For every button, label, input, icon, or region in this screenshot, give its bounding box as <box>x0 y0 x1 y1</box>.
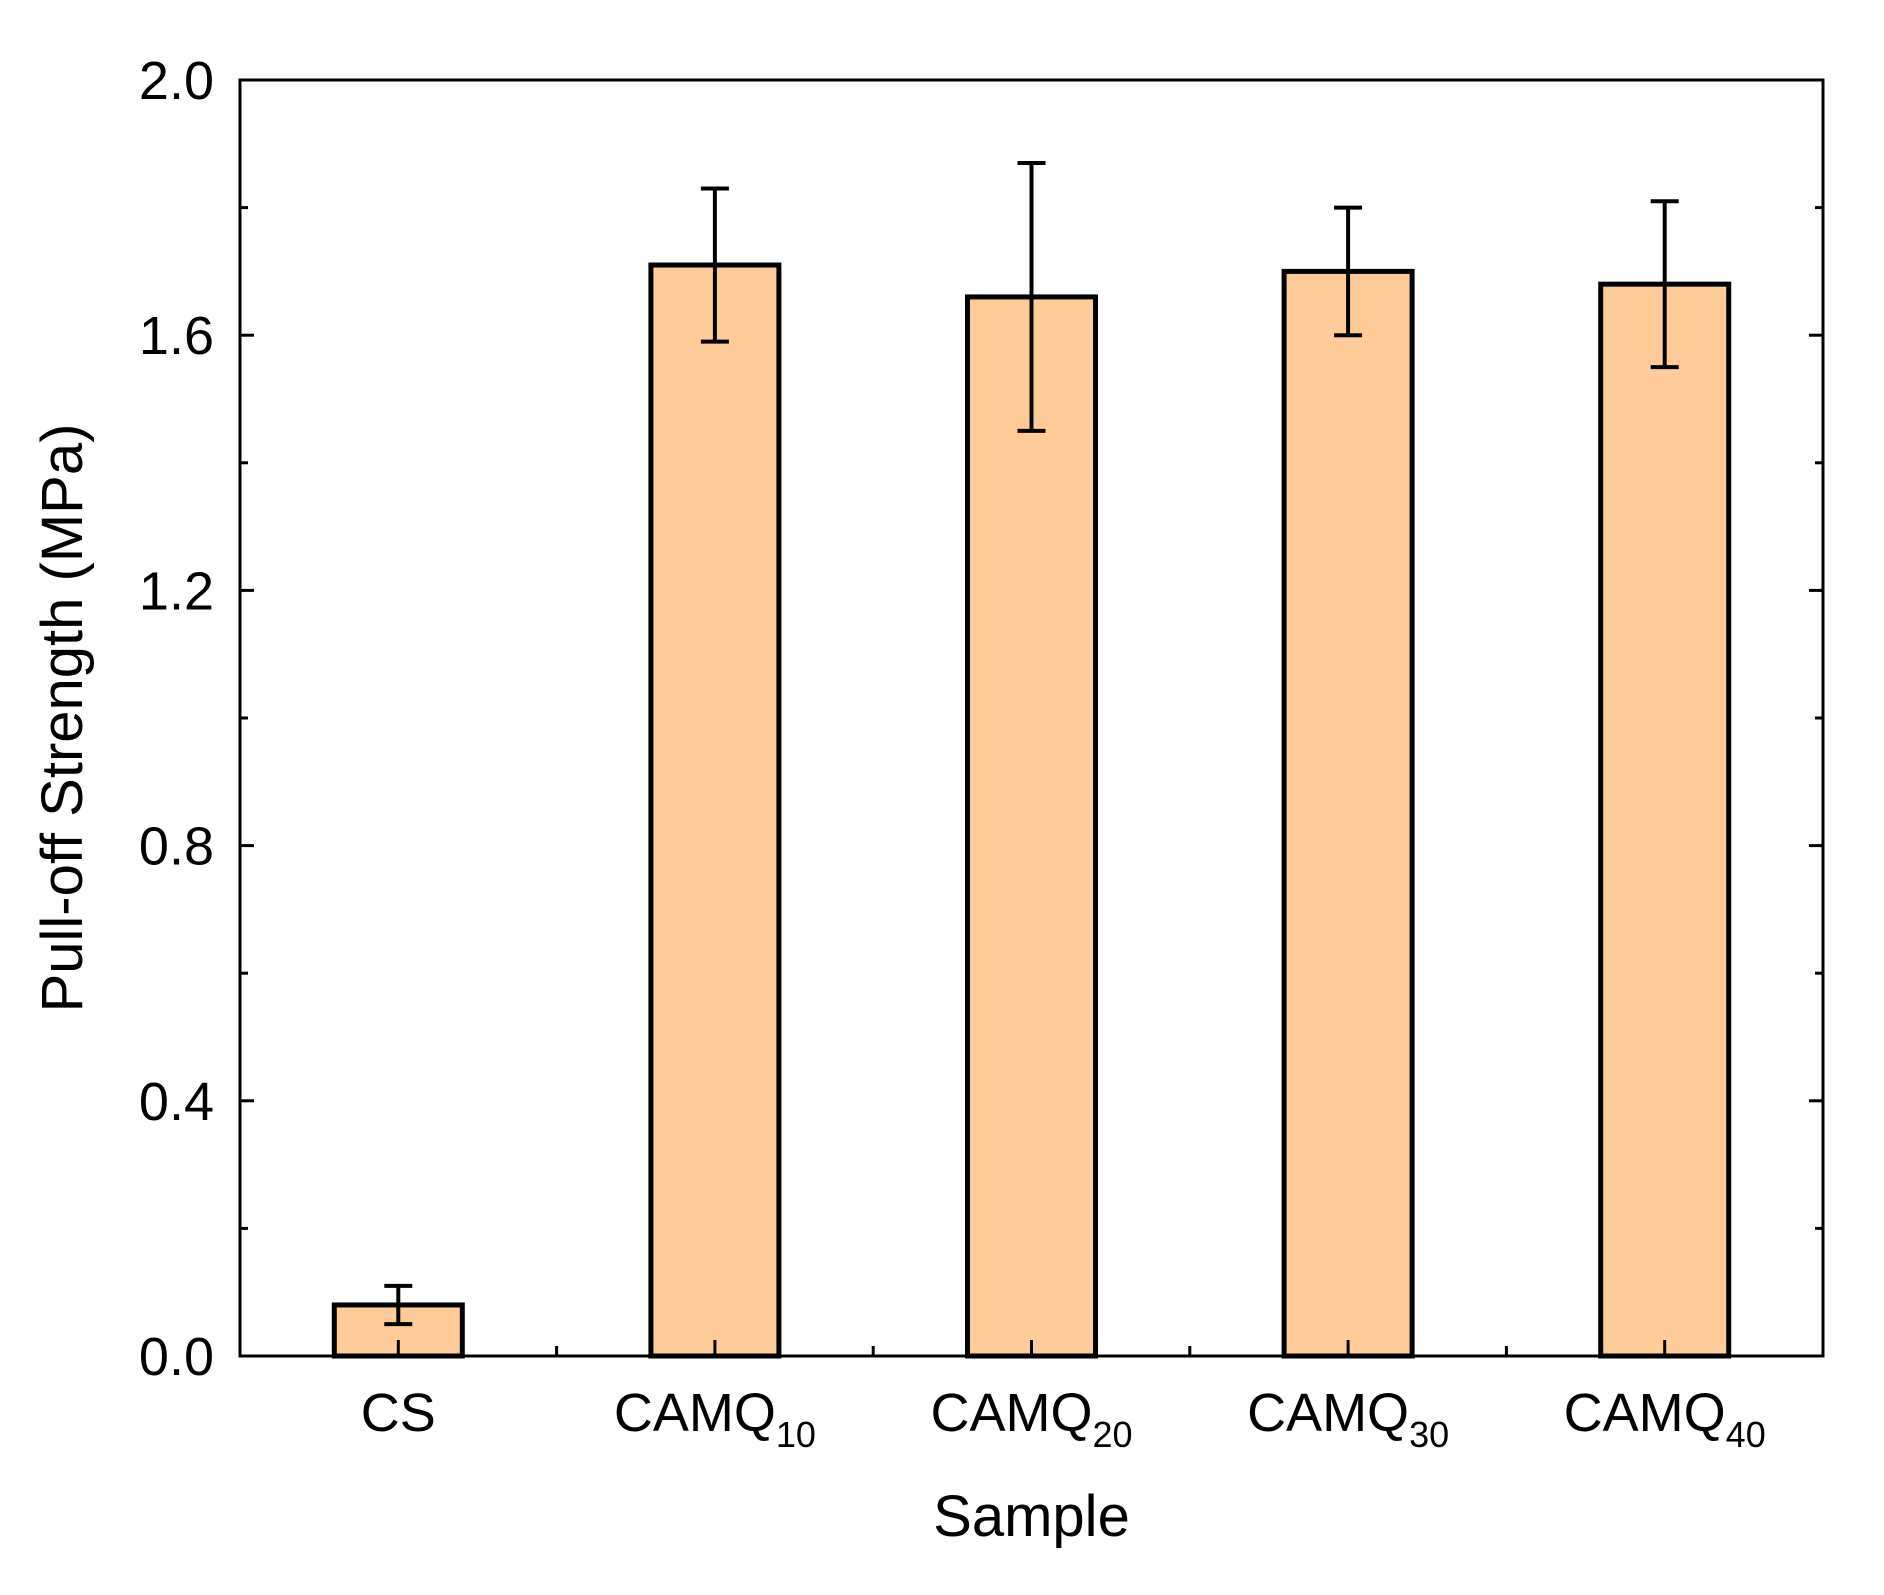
x-tick-label: CS <box>361 1383 436 1443</box>
bar-2 <box>965 294 1098 1359</box>
x-tick-label: CAMQ30 <box>1247 1383 1449 1455</box>
error-bar-3 <box>1334 205 1363 338</box>
y-tick-label: 0.8 <box>139 817 214 877</box>
y-tick-label: 2.0 <box>139 51 214 111</box>
bar-3 <box>1281 268 1415 1359</box>
y-axis: 0.0 0.4 0.8 1.2 1.6 2.0 <box>139 51 1823 1387</box>
x-tick-label: CAMQ20 <box>930 1383 1132 1455</box>
bar-4 <box>1598 281 1732 1359</box>
y-tick-label: 0.0 <box>139 1327 214 1387</box>
y-tick-label: 1.2 <box>139 561 214 621</box>
error-bar-2 <box>1017 160 1046 433</box>
bar-1 <box>648 262 782 1359</box>
y-tick-label: 1.6 <box>139 306 214 366</box>
x-axis-title: Sample <box>933 1484 1130 1549</box>
error-bar-0 <box>384 1283 413 1327</box>
x-axis: CS CAMQ10 CAMQ20 CAMQ30 CAMQ40 <box>361 1340 1766 1455</box>
x-tick-label: CAMQ40 <box>1564 1383 1766 1455</box>
y-tick-label: 0.4 <box>139 1072 214 1132</box>
error-bar-1 <box>700 186 729 344</box>
x-tick-label: CAMQ10 <box>614 1383 816 1455</box>
error-bars-layer <box>384 160 1679 1327</box>
bars-layer <box>331 262 1732 1359</box>
y-axis-title: Pull-off Strength (MPa) <box>30 424 95 1013</box>
error-bar-4 <box>1650 199 1679 370</box>
